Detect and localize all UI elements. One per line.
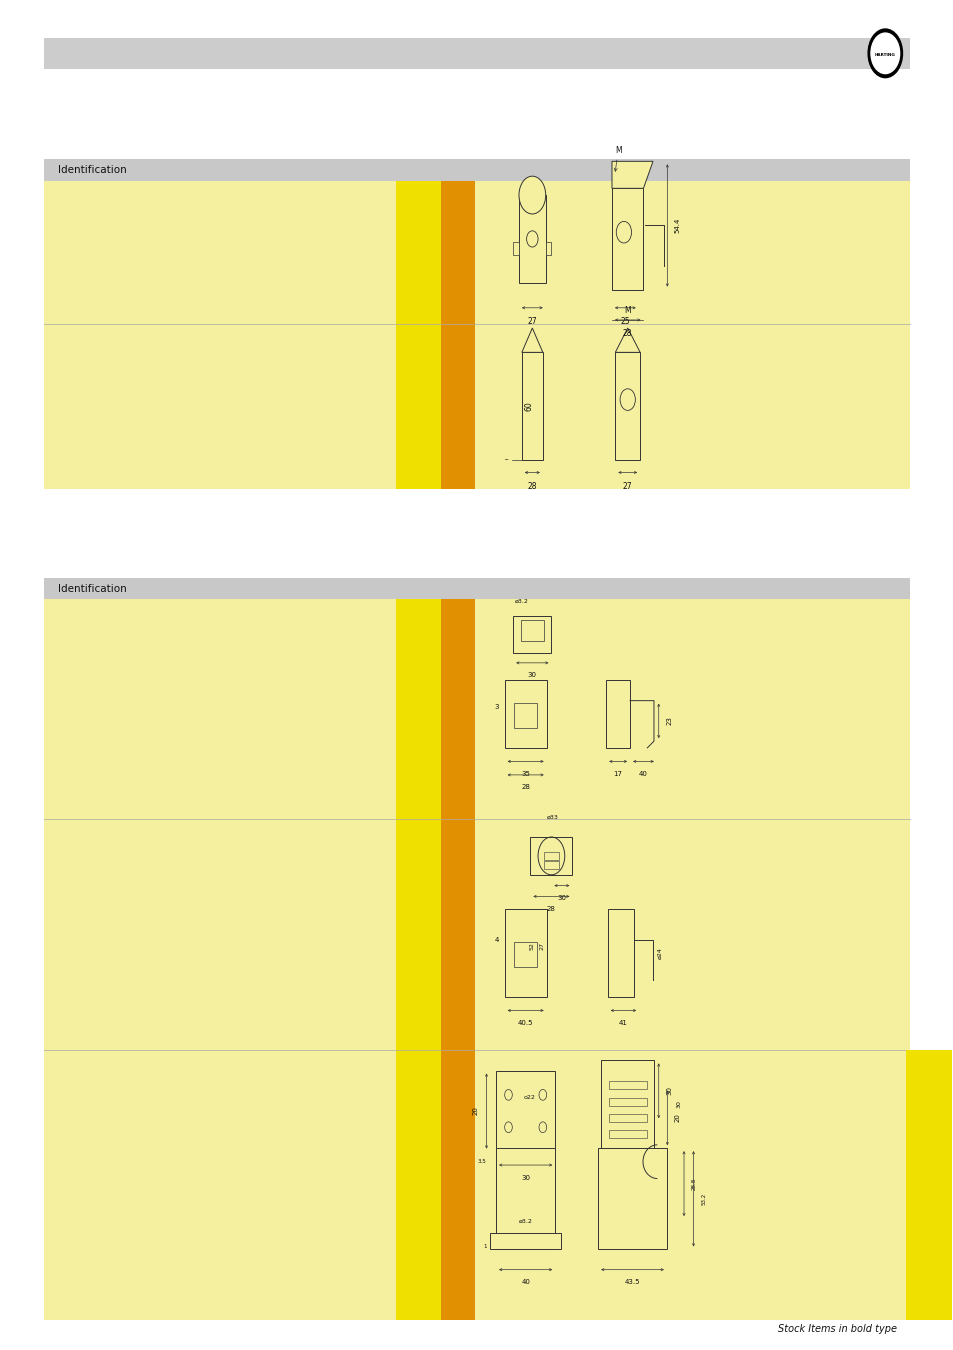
Text: 30: 30: [665, 1087, 672, 1095]
Bar: [44, 181, 909, 489]
Text: 40: 40: [520, 1280, 530, 1285]
Bar: [545, 242, 551, 255]
Text: 4: 4: [494, 937, 498, 942]
Text: 23: 23: [665, 717, 672, 725]
Bar: [615, 352, 639, 460]
Text: 52: 52: [529, 942, 534, 950]
Bar: [44, 599, 909, 1320]
Text: 43.5: 43.5: [624, 1280, 639, 1285]
Bar: [607, 910, 634, 996]
Text: 53.2: 53.2: [700, 1192, 705, 1206]
Bar: [504, 910, 546, 996]
Bar: [521, 352, 542, 460]
Bar: [395, 599, 440, 1320]
Text: 30: 30: [520, 1174, 530, 1180]
Text: 20: 20: [473, 1107, 478, 1115]
Bar: [600, 1061, 654, 1148]
Bar: [518, 196, 545, 284]
Text: 30: 30: [677, 1100, 681, 1108]
Text: 27: 27: [622, 482, 632, 491]
Bar: [520, 620, 543, 641]
Text: 28: 28: [527, 482, 537, 491]
Bar: [612, 189, 642, 290]
Text: M: M: [614, 146, 620, 171]
Bar: [608, 1098, 646, 1106]
Text: 27: 27: [538, 942, 543, 950]
Text: 40: 40: [639, 771, 647, 776]
Bar: [608, 1130, 646, 1138]
Bar: [490, 1234, 560, 1250]
Text: Stock Items in bold type: Stock Items in bold type: [777, 1324, 896, 1334]
Text: ø33: ø33: [546, 814, 558, 819]
Polygon shape: [615, 328, 639, 352]
Text: HARTING: HARTING: [874, 53, 895, 57]
Circle shape: [518, 177, 545, 215]
Bar: [514, 942, 537, 967]
Bar: [504, 680, 546, 748]
Text: ø3.2: ø3.2: [518, 1219, 532, 1224]
Text: 28: 28: [520, 784, 530, 790]
Bar: [598, 1148, 666, 1250]
Polygon shape: [612, 162, 652, 189]
Text: o22: o22: [523, 1095, 535, 1100]
Bar: [395, 181, 440, 489]
Text: M: M: [624, 305, 630, 315]
Text: 60: 60: [523, 401, 533, 412]
Text: 20: 20: [674, 1114, 680, 1122]
Text: 54.4: 54.4: [674, 217, 680, 234]
Bar: [905, 1050, 951, 1320]
Text: 3.5: 3.5: [477, 1160, 486, 1164]
Bar: [608, 1081, 646, 1089]
Bar: [44, 159, 909, 181]
Bar: [514, 703, 537, 728]
Bar: [608, 1114, 646, 1122]
Bar: [543, 861, 558, 869]
Text: 3: 3: [494, 705, 498, 710]
Bar: [44, 38, 909, 69]
Text: ø3.2: ø3.2: [515, 598, 529, 603]
Text: 35: 35: [520, 771, 530, 776]
Bar: [530, 837, 572, 875]
Circle shape: [867, 30, 902, 77]
Text: ─: ─: [504, 458, 507, 463]
Text: 30: 30: [557, 895, 566, 900]
Text: 28: 28: [622, 329, 632, 339]
Text: 28.8: 28.8: [691, 1177, 696, 1189]
Text: Identification: Identification: [58, 165, 127, 176]
Text: 41: 41: [618, 1021, 627, 1026]
Text: 1: 1: [482, 1245, 486, 1249]
Bar: [496, 1148, 555, 1250]
Text: 30: 30: [527, 672, 537, 678]
Polygon shape: [521, 328, 542, 352]
Text: 27: 27: [527, 317, 537, 327]
Bar: [513, 242, 518, 255]
Text: Identification: Identification: [58, 583, 127, 594]
Text: 40.5: 40.5: [517, 1021, 533, 1026]
Text: 28: 28: [546, 906, 556, 911]
Text: 17: 17: [613, 771, 622, 776]
Bar: [44, 578, 909, 599]
Text: ø24: ø24: [657, 948, 661, 958]
Bar: [496, 1071, 555, 1152]
Circle shape: [870, 34, 899, 74]
Bar: [440, 599, 475, 1320]
Bar: [440, 181, 475, 489]
Bar: [513, 616, 551, 653]
Text: 25: 25: [619, 317, 630, 327]
Bar: [543, 852, 558, 860]
Bar: [606, 680, 629, 748]
